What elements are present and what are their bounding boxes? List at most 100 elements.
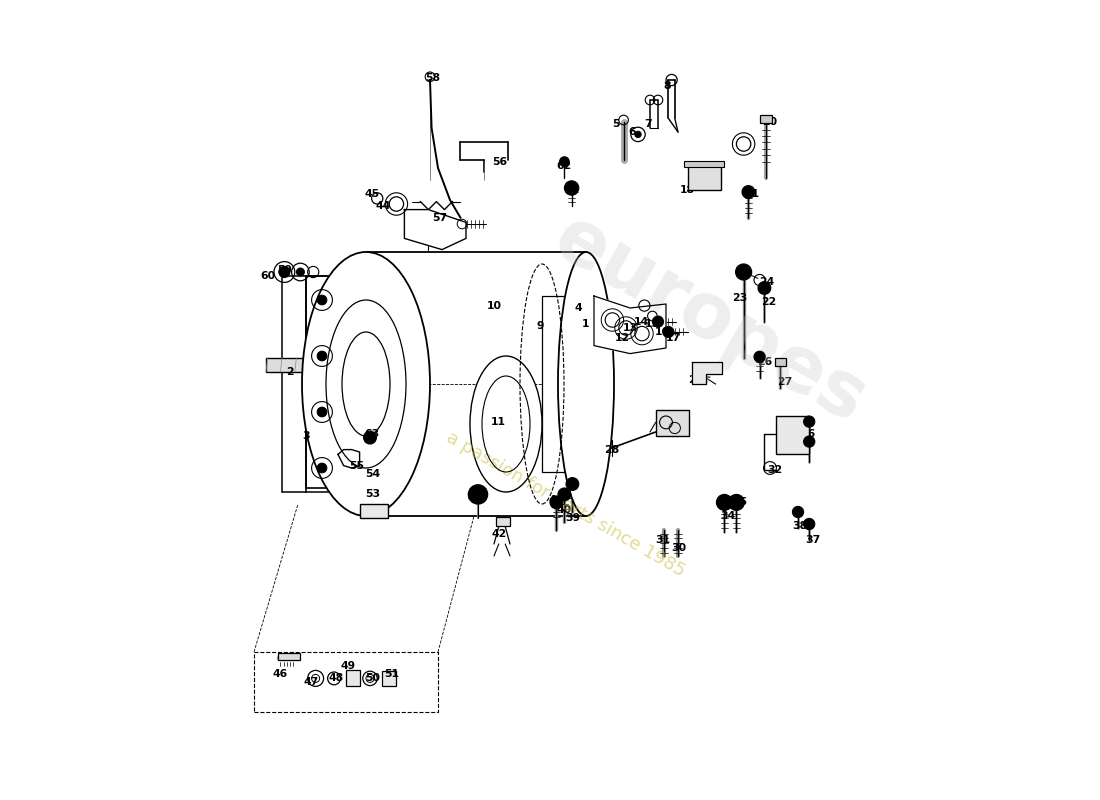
Text: 53: 53 bbox=[365, 490, 380, 499]
Text: 31: 31 bbox=[656, 535, 670, 545]
Bar bbox=[254, 652, 438, 712]
Circle shape bbox=[278, 266, 290, 278]
Text: 15: 15 bbox=[645, 319, 660, 329]
Text: 12: 12 bbox=[615, 333, 629, 342]
Text: 42: 42 bbox=[492, 530, 507, 539]
Circle shape bbox=[560, 157, 569, 166]
Bar bbox=[760, 115, 772, 123]
Polygon shape bbox=[692, 362, 722, 384]
Text: 54: 54 bbox=[365, 469, 380, 478]
Text: 3: 3 bbox=[302, 431, 310, 441]
Text: 29: 29 bbox=[657, 429, 672, 438]
Text: 33: 33 bbox=[777, 418, 792, 427]
Text: 52: 52 bbox=[365, 506, 380, 515]
Text: 55: 55 bbox=[349, 461, 364, 470]
Bar bbox=[278, 653, 299, 660]
Text: 14: 14 bbox=[634, 317, 649, 326]
Polygon shape bbox=[405, 210, 466, 250]
Circle shape bbox=[296, 268, 305, 276]
Circle shape bbox=[566, 478, 579, 490]
Text: 1: 1 bbox=[582, 319, 590, 329]
Text: 30: 30 bbox=[671, 543, 686, 553]
Circle shape bbox=[663, 326, 674, 338]
Text: a passion for parts since 1985: a passion for parts since 1985 bbox=[443, 428, 689, 580]
Text: 35: 35 bbox=[732, 498, 747, 507]
Text: 62: 62 bbox=[557, 162, 572, 171]
Text: 46: 46 bbox=[273, 669, 288, 678]
Circle shape bbox=[754, 351, 766, 362]
Ellipse shape bbox=[470, 356, 542, 492]
Circle shape bbox=[635, 131, 641, 138]
Text: 47: 47 bbox=[304, 677, 319, 686]
Text: 44: 44 bbox=[376, 202, 392, 211]
Circle shape bbox=[469, 485, 487, 504]
Bar bbox=[360, 504, 387, 518]
Text: 18: 18 bbox=[680, 186, 695, 195]
Text: 4: 4 bbox=[574, 303, 582, 313]
Text: 43: 43 bbox=[468, 493, 483, 502]
Text: 22: 22 bbox=[761, 298, 776, 307]
Text: 25: 25 bbox=[688, 375, 703, 385]
Text: 24: 24 bbox=[759, 277, 774, 286]
Text: 49: 49 bbox=[341, 661, 356, 670]
Circle shape bbox=[317, 407, 327, 417]
Bar bbox=[656, 410, 690, 436]
Text: 50: 50 bbox=[365, 674, 380, 683]
Circle shape bbox=[792, 506, 804, 518]
Bar bbox=[496, 517, 510, 526]
Text: 39: 39 bbox=[564, 514, 580, 523]
Text: 32: 32 bbox=[767, 466, 782, 475]
Circle shape bbox=[742, 186, 755, 198]
Text: 57: 57 bbox=[432, 213, 448, 222]
Bar bbox=[382, 671, 396, 686]
Text: 45: 45 bbox=[364, 189, 380, 198]
Text: 23: 23 bbox=[732, 293, 747, 302]
Text: 20: 20 bbox=[762, 117, 778, 126]
Circle shape bbox=[564, 181, 579, 195]
Circle shape bbox=[736, 264, 751, 280]
Circle shape bbox=[804, 416, 815, 427]
Text: 7: 7 bbox=[644, 119, 651, 129]
Text: 56: 56 bbox=[492, 157, 507, 166]
Text: 11: 11 bbox=[491, 418, 506, 427]
Circle shape bbox=[716, 494, 733, 510]
Text: 36: 36 bbox=[800, 429, 815, 438]
Bar bbox=[684, 161, 725, 167]
Text: 63: 63 bbox=[365, 429, 380, 438]
Text: 40: 40 bbox=[557, 506, 572, 515]
Text: 6: 6 bbox=[628, 127, 636, 137]
Ellipse shape bbox=[302, 252, 430, 516]
Bar bbox=[776, 416, 810, 454]
Circle shape bbox=[473, 490, 483, 499]
Circle shape bbox=[550, 496, 563, 509]
Bar bbox=[774, 358, 786, 366]
Circle shape bbox=[317, 351, 327, 361]
Text: europes: europes bbox=[541, 201, 879, 439]
Text: 48: 48 bbox=[328, 674, 343, 683]
Circle shape bbox=[804, 518, 815, 530]
Bar bbox=[306, 276, 338, 488]
Text: 2: 2 bbox=[286, 367, 294, 377]
Text: 17: 17 bbox=[666, 333, 681, 342]
Bar bbox=[688, 166, 722, 190]
Circle shape bbox=[558, 488, 571, 501]
Bar bbox=[346, 670, 361, 686]
Text: 28: 28 bbox=[604, 445, 619, 454]
Text: 60: 60 bbox=[261, 271, 276, 281]
Ellipse shape bbox=[558, 252, 614, 516]
Text: 34: 34 bbox=[720, 511, 735, 521]
Circle shape bbox=[728, 494, 745, 510]
Text: 10: 10 bbox=[486, 301, 502, 310]
Circle shape bbox=[364, 431, 376, 444]
Text: 21: 21 bbox=[744, 189, 759, 198]
Circle shape bbox=[317, 295, 327, 305]
Text: 13: 13 bbox=[624, 323, 638, 333]
Text: 41: 41 bbox=[548, 495, 563, 505]
Circle shape bbox=[758, 282, 771, 294]
Text: 26: 26 bbox=[757, 357, 772, 366]
Text: 9: 9 bbox=[537, 322, 544, 331]
Text: 16: 16 bbox=[656, 327, 670, 337]
Polygon shape bbox=[594, 296, 666, 354]
Text: 59: 59 bbox=[277, 266, 292, 275]
Text: 61: 61 bbox=[564, 186, 580, 195]
